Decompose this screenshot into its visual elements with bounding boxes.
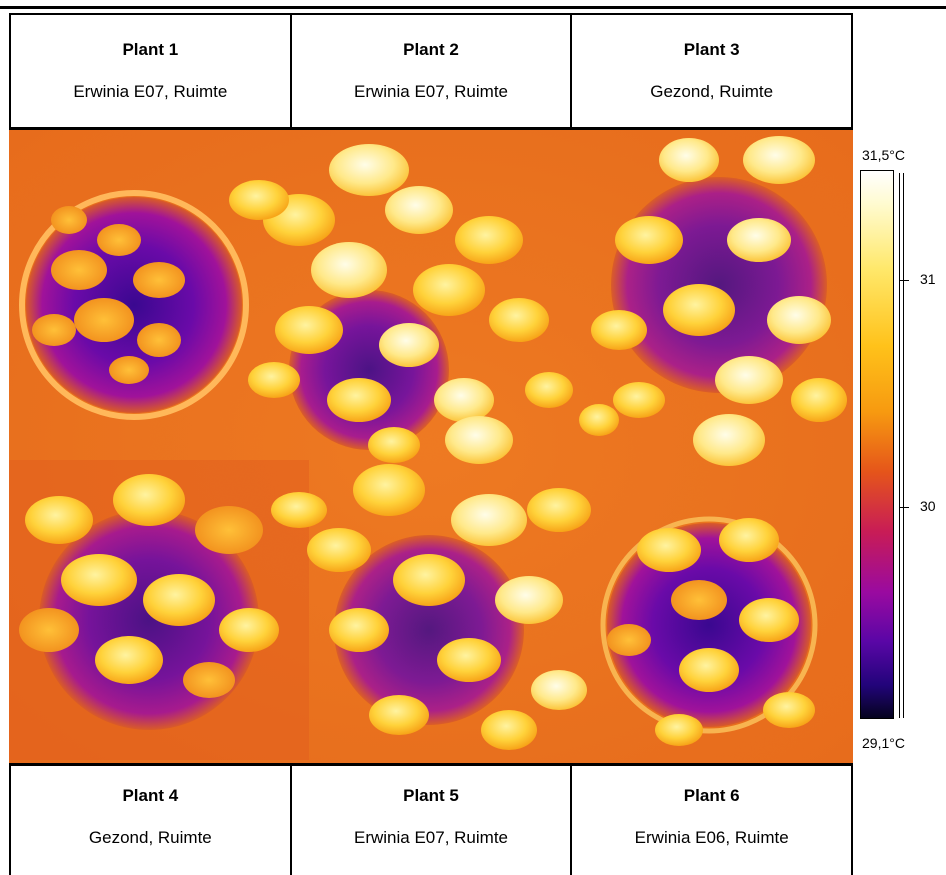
- scale-min-label: 29,1°C: [862, 735, 905, 751]
- plant-4-name: Plant 4: [122, 785, 179, 805]
- plant-5-desc: Erwinia E07, Ruimte: [354, 827, 509, 847]
- tick-31-mark: [899, 280, 909, 281]
- tick-31-label: 31: [920, 271, 936, 287]
- plant-2-desc: Erwinia E07, Ruimte: [354, 82, 509, 101]
- plant-1-cell: Plant 1 Erwinia E07, Ruimte: [9, 13, 292, 130]
- plant-1-desc: Erwinia E07, Ruimte: [73, 82, 228, 101]
- tick-30-label: 30: [920, 498, 936, 514]
- plant-5-foliage: [271, 416, 591, 750]
- plant-4-foliage: [19, 474, 279, 698]
- plant-3-cell: Plant 3 Gezond, Ruimte: [572, 13, 854, 130]
- thermal-image: [9, 130, 853, 763]
- plant-3-desc: Gezond, Ruimte: [650, 82, 774, 101]
- plant-5-name: Plant 5: [403, 785, 459, 805]
- pot-3: [611, 177, 827, 393]
- plant-3-foliage: [579, 136, 847, 466]
- plant-4-cell: Plant 4 Gezond, Ruimte: [9, 763, 292, 875]
- plant-6-desc: Erwinia E06, Ruimte: [634, 827, 789, 847]
- plant-5-cell: Plant 5 Erwinia E07, Ruimte: [291, 763, 573, 875]
- plant-6-foliage: [607, 518, 815, 746]
- plant-1-name: Plant 1: [122, 40, 179, 59]
- plant-3-name: Plant 3: [683, 40, 740, 59]
- plant-1-foliage: [32, 206, 185, 384]
- plant-2-cell: Plant 2 Erwinia E07, Ruimte: [291, 13, 573, 130]
- plant-6-cell: Plant 6 Erwinia E06, Ruimte: [572, 763, 854, 875]
- pot-6: [600, 516, 818, 734]
- temperature-colorbar: [860, 170, 894, 719]
- top-label-row: Plant 1 Erwinia E07, Ruimte Plant 2 Erwi…: [9, 13, 854, 130]
- tick-30-mark: [899, 507, 909, 508]
- plant-2-foliage: [229, 144, 573, 463]
- plant-2-name: Plant 2: [403, 40, 459, 59]
- top-rule: [0, 6, 946, 9]
- scale-max-label: 31,5°C: [862, 147, 905, 163]
- bottom-label-row: Plant 4 Gezond, Ruimte Plant 5 Erwinia E…: [9, 763, 854, 875]
- plant-6-name: Plant 6: [683, 785, 740, 805]
- colorbar-ticks: [899, 173, 914, 718]
- plant-4-desc: Gezond, Ruimte: [88, 827, 212, 847]
- pot-1: [19, 190, 249, 420]
